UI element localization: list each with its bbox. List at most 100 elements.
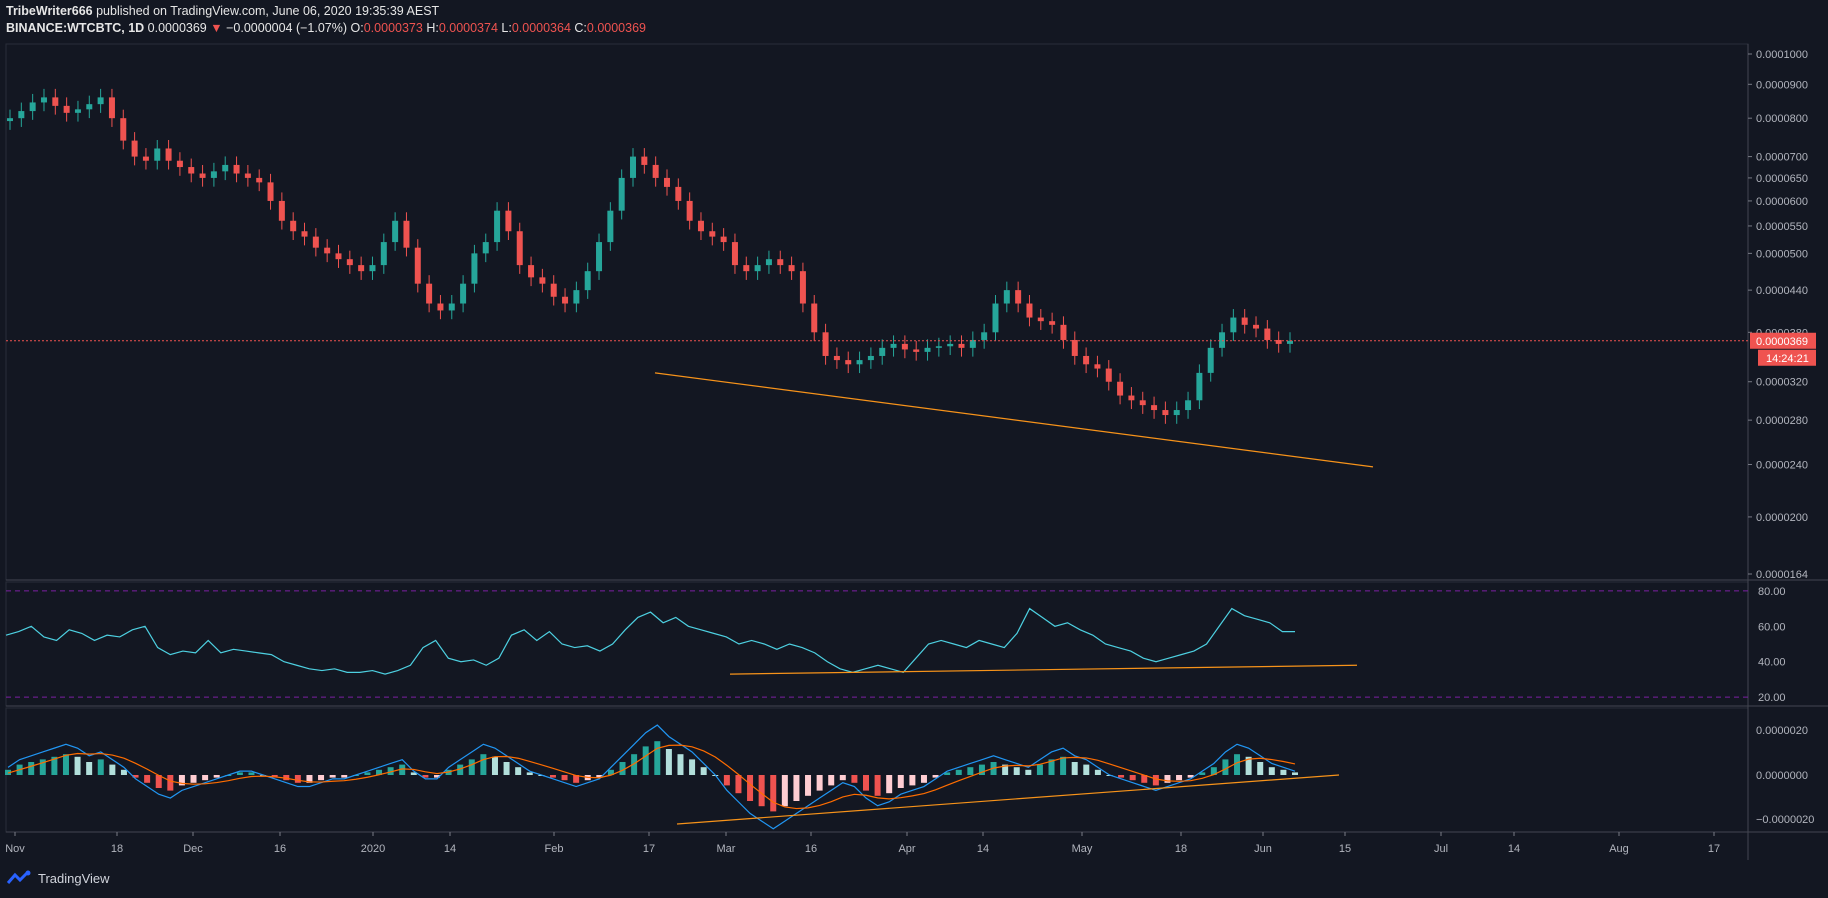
macd-histogram-bar (573, 775, 580, 783)
candle-body (165, 148, 172, 161)
macd-histogram-bar (839, 775, 846, 781)
down-arrow-icon: ▼ (210, 21, 223, 35)
price-tick-label: 0.0000164 (1756, 569, 1808, 581)
price-tick-label: 0.0001000 (1756, 49, 1808, 61)
macd-histogram-bar (631, 754, 638, 775)
candle-body (709, 231, 716, 237)
macd-histogram-bar (306, 775, 313, 783)
candle-body (550, 283, 557, 297)
support-trendline (654, 372, 1374, 468)
author-name[interactable]: TribeWriter666 (6, 4, 93, 18)
macd-histogram-bar (387, 767, 394, 775)
macd-tick-label: 0.0000000 (1756, 770, 1808, 782)
open-value: 0.0000373 (363, 21, 423, 35)
candle-body (176, 160, 183, 168)
candle-body (1151, 405, 1158, 411)
ohlc-line: BINANCE:WTCBTC, 1D 0.0000369 ▼ −0.000000… (6, 21, 646, 35)
macd-histogram-bar (364, 772, 371, 775)
rsi-tick-label: 60.00 (1758, 621, 1786, 633)
candle-body (1264, 328, 1271, 340)
time-tick-label: 15 (1339, 843, 1351, 855)
candle-body (97, 97, 104, 105)
macd-histogram-bar (1036, 764, 1043, 775)
time-tick-label: Dec (183, 843, 203, 855)
candle-body (63, 105, 70, 113)
macd-histogram-bar (248, 772, 255, 775)
macd-histogram-bar (39, 759, 46, 775)
candle-body (630, 156, 637, 178)
candle-body (290, 220, 297, 232)
candle-body (833, 355, 840, 361)
candle-body (596, 242, 603, 272)
candle-body (324, 247, 331, 254)
candle-body (731, 242, 738, 266)
publish-line: TribeWriter666 published on TradingView.… (6, 4, 439, 18)
candle-body (1207, 347, 1214, 373)
candle-body (256, 177, 263, 183)
candle-body (188, 167, 195, 174)
macd-histogram-bar (654, 741, 661, 775)
macd-histogram-bar (700, 767, 707, 775)
time-tick-label: 2020 (361, 843, 385, 855)
macd-histogram-bar (399, 764, 406, 775)
candle-body (686, 200, 693, 221)
candle-body (1015, 290, 1022, 304)
price-tick-label: 0.0000320 (1756, 377, 1808, 389)
macd-histogram-bar (607, 769, 614, 775)
candle-body (743, 265, 750, 272)
footer-brand[interactable]: TradingView (6, 870, 110, 886)
price-tick-label: 0.0000500 (1756, 248, 1808, 260)
candle-body (935, 346, 942, 348)
macd-histogram-bar (723, 775, 730, 786)
macd-trendline (676, 774, 1340, 825)
close-value: 0.0000369 (586, 21, 646, 35)
candle-body (562, 296, 569, 304)
macd-histogram-bar (642, 746, 649, 775)
macd-histogram-bar (955, 769, 962, 775)
macd-histogram-bar (944, 772, 951, 775)
high-value: 0.0000374 (438, 21, 498, 35)
candle-body (1094, 364, 1101, 369)
candle-body (799, 271, 806, 304)
chart-canvas[interactable]: 0.0001000 0.0000900 0.0000800 0.0000700 0.00… (0, 0, 1828, 866)
candle-body (1173, 410, 1180, 416)
candle-body (460, 283, 467, 304)
candle-body (958, 343, 965, 348)
candle-body (539, 277, 546, 284)
candle-body (1037, 317, 1044, 322)
candle-body (52, 97, 59, 106)
candle-body (392, 220, 399, 243)
macd-histogram-bar (51, 756, 58, 775)
macd-histogram-bar (329, 775, 336, 778)
last-price: 0.0000369 (147, 21, 207, 35)
candle-body (1219, 332, 1226, 348)
candle-body (1230, 317, 1237, 333)
candle-body (675, 186, 682, 201)
macd-histogram-bar (202, 775, 209, 781)
candle-body (1049, 321, 1056, 325)
candle-body (267, 182, 274, 201)
macd-histogram-bar (1292, 772, 1298, 775)
candle-body (7, 118, 13, 122)
macd-histogram-bar (62, 754, 69, 775)
candle-body (924, 347, 931, 352)
candle-body (1275, 339, 1282, 344)
candle-body (765, 259, 772, 266)
macd-histogram-bar (410, 772, 417, 775)
candle-body (301, 231, 308, 237)
macd-histogram-bar (793, 775, 800, 801)
price-tick-label: 0.0000200 (1756, 512, 1808, 524)
candle-body (845, 360, 852, 365)
candle-body (1117, 381, 1124, 396)
macd-histogram-bar (236, 772, 243, 775)
candle-body (890, 343, 897, 348)
macd-line (7, 724, 1296, 830)
candle-body (74, 109, 81, 113)
macd-histogram-bar (1071, 762, 1078, 775)
macd-histogram-bar (5, 769, 11, 775)
macd-histogram-bar (190, 775, 197, 783)
macd-histogram-bar (294, 775, 301, 783)
price-tick-label: 0.0000900 (1756, 79, 1808, 91)
macd-histogram-bar (874, 775, 881, 796)
candle-body (403, 220, 410, 248)
